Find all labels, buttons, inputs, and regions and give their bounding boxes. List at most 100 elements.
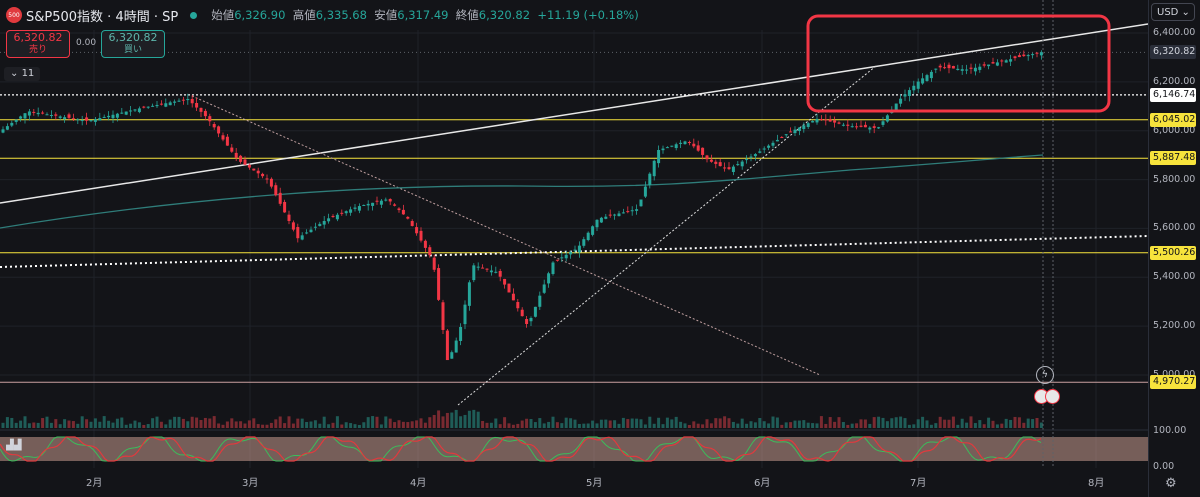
volume-bar — [142, 424, 146, 428]
candle-body — [877, 127, 881, 129]
volume-bar — [415, 420, 419, 428]
volume-bar — [124, 424, 128, 428]
volume-bar — [441, 416, 445, 428]
volume-bar — [679, 421, 683, 428]
volume-bar — [863, 419, 867, 428]
candle-body — [850, 126, 854, 128]
volume-bar — [613, 420, 617, 428]
volume-bar — [393, 422, 397, 428]
candle-body — [538, 295, 542, 307]
event-flags-icon[interactable] — [1034, 389, 1060, 404]
flash-icon[interactable]: ϟ — [1036, 366, 1054, 384]
volume-bar — [630, 418, 634, 428]
candle-body — [767, 145, 771, 148]
candle-body — [718, 162, 722, 167]
buy-button[interactable]: 6,320.82 買い — [101, 30, 165, 58]
oscillator-d-line — [0, 436, 1042, 462]
volume-bar — [815, 423, 819, 428]
oscillator-tick-label: 100.00 — [1153, 425, 1187, 436]
volume-bar — [824, 423, 828, 428]
volume-bar — [811, 423, 815, 428]
candle-body — [582, 239, 586, 246]
candle-body — [903, 94, 907, 97]
candle-body — [423, 240, 427, 248]
volume-bar — [291, 423, 295, 428]
candle-body — [393, 204, 397, 206]
price-tick-label: 5,600.00 — [1153, 222, 1196, 234]
volume-bar — [27, 423, 31, 428]
volume-bar — [635, 418, 639, 428]
candle-body — [806, 123, 810, 127]
candle-body — [837, 122, 841, 124]
volume-bar — [951, 416, 955, 428]
volume-bar — [749, 421, 753, 428]
volume-bar — [621, 417, 625, 428]
currency-select[interactable]: USD ⌄ — [1151, 3, 1195, 21]
candle-body — [115, 113, 119, 118]
volume-bar — [437, 410, 441, 428]
volume-bar — [595, 423, 599, 428]
volume-bar — [195, 417, 199, 428]
candle-body — [36, 112, 40, 115]
gear-icon[interactable]: ⚙ — [1165, 476, 1177, 491]
candle-body — [516, 302, 520, 309]
collapse-indicators-button[interactable]: ⌄ 11 — [4, 67, 41, 81]
candle-body — [384, 199, 388, 201]
candle-body — [525, 318, 529, 324]
oscillator — [0, 429, 1148, 462]
candle-body — [929, 71, 933, 79]
candle-body — [749, 156, 753, 158]
volume-bar — [943, 419, 947, 428]
candle-body — [291, 222, 295, 230]
candle-body — [731, 166, 735, 173]
candle-body — [14, 119, 18, 122]
candle-body — [195, 102, 199, 108]
volume-bar — [855, 423, 859, 428]
candle-body — [863, 124, 867, 128]
candle-body — [71, 118, 75, 120]
volume-bar — [894, 417, 898, 428]
candle-body — [322, 221, 326, 225]
volume-bar — [740, 418, 744, 428]
candle-body — [762, 148, 766, 150]
volume-bar — [771, 416, 775, 428]
candle-body — [19, 116, 23, 119]
volume-bar — [14, 422, 18, 428]
candle-body — [608, 214, 612, 216]
volume-bar — [767, 423, 771, 428]
oscillator-settings-icon[interactable]: ▟▟ — [6, 440, 22, 451]
symbol-title[interactable]: S&P500指数 · 4時間 · SP — [26, 9, 179, 25]
candle-body — [630, 210, 634, 212]
volume-bar — [714, 418, 718, 428]
candle-body — [683, 141, 687, 145]
candle-body — [472, 265, 476, 281]
volume-bar — [327, 424, 331, 428]
candle-body — [1000, 60, 1004, 62]
volume-bar — [643, 424, 647, 428]
price-chart[interactable] — [0, 0, 1148, 497]
sell-button[interactable]: 6,320.82 売り — [6, 30, 70, 58]
volume-bar — [692, 421, 696, 428]
volume-bar — [472, 409, 476, 428]
volume-bar — [591, 420, 595, 428]
volume-bar — [489, 422, 493, 428]
volume-bar — [665, 417, 669, 428]
candle-body — [5, 126, 9, 130]
volume-bar — [463, 414, 467, 428]
candle-body — [58, 116, 62, 118]
price-level-label: 6,146.74 — [1150, 87, 1196, 102]
candle-body — [27, 111, 31, 116]
volume-bar — [331, 422, 335, 428]
candle-body — [613, 214, 617, 216]
candle-body — [657, 149, 661, 164]
volume-bar — [1009, 419, 1013, 428]
volume-bar — [877, 416, 881, 428]
candle-body — [366, 203, 370, 206]
volume-bar — [98, 421, 102, 428]
candle-body — [855, 126, 859, 128]
volume-bar — [23, 416, 27, 428]
volume-bar — [872, 417, 876, 428]
volume-bar — [432, 414, 436, 428]
volume-bar — [731, 421, 735, 428]
volume-bar — [674, 416, 678, 428]
